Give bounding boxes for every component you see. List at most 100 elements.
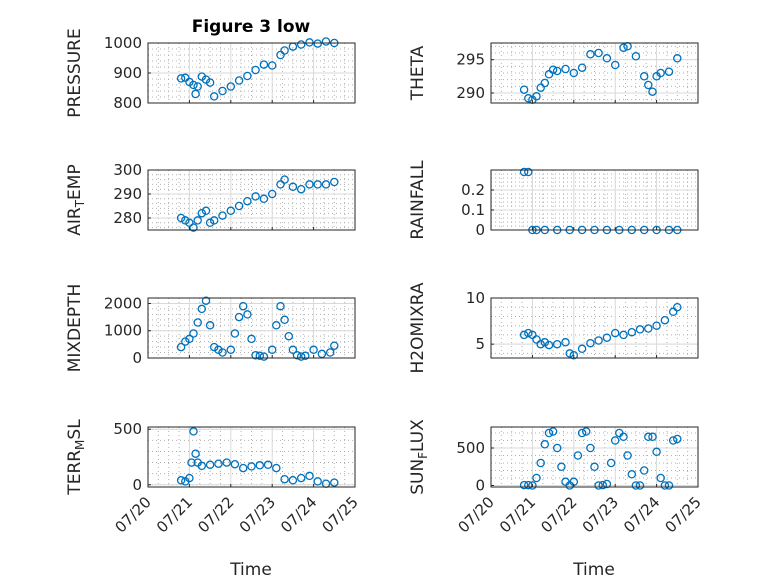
data-point (594, 336, 603, 345)
data-point (552, 339, 562, 349)
y-tick-label: 0 (475, 221, 485, 239)
data-point (222, 458, 231, 467)
axes-box (490, 42, 699, 104)
data-point (238, 301, 248, 311)
data-point (602, 54, 612, 63)
data-series (176, 175, 339, 232)
data-point (176, 342, 186, 352)
data-point (247, 334, 256, 344)
data-point (602, 333, 612, 342)
data-point (619, 432, 628, 442)
data-point (301, 351, 310, 361)
data-point (251, 65, 260, 75)
data-point (321, 180, 331, 189)
data-point (660, 481, 670, 490)
data-point (519, 167, 529, 177)
data-point (540, 338, 550, 347)
x-tick-label: 07/22 (194, 493, 237, 536)
data-point (272, 321, 281, 330)
data-point (280, 46, 289, 55)
subplot-mixdepth: 0 1000 2000 MIXDEPTH (65, 284, 356, 372)
data-point (259, 194, 269, 204)
data-point (519, 330, 529, 340)
data-point (305, 180, 314, 189)
data-point (263, 460, 273, 470)
y-axis-label: TERRMSL (65, 419, 87, 496)
data-point (631, 481, 641, 490)
data-point (288, 345, 298, 355)
data-point (176, 476, 186, 485)
data-point (176, 213, 186, 223)
data-point (234, 201, 244, 211)
data-point (234, 312, 244, 322)
y-tick-label: 0 (475, 477, 485, 495)
data-point (197, 208, 207, 218)
data-point (226, 82, 236, 91)
data-point (610, 328, 620, 338)
data-point (664, 481, 674, 490)
subplot-rainfall: 0 0.1 0.2 RAINFALL (408, 160, 699, 240)
data-point (280, 175, 289, 184)
x-axis-label-left: Time (229, 560, 272, 580)
data-point (255, 461, 265, 470)
data-point (251, 351, 260, 360)
data-point (623, 451, 632, 460)
data-point (267, 61, 277, 70)
data-point (193, 82, 202, 91)
data-point (627, 327, 637, 337)
y-tick-label: 0 (132, 476, 142, 494)
data-point (532, 335, 541, 344)
data-point (519, 480, 529, 490)
x-tick-label: 07/21 (153, 493, 196, 536)
data-series (176, 296, 339, 361)
data-point (276, 180, 285, 189)
data-point (552, 66, 562, 76)
data-point (586, 50, 595, 59)
data-point (594, 481, 603, 490)
data-point (673, 54, 682, 63)
data-point (519, 85, 529, 94)
data-point (296, 184, 306, 194)
data-point (548, 65, 558, 74)
y-tick-label: 800 (113, 94, 142, 112)
data-point (313, 39, 322, 48)
data-point (532, 92, 541, 101)
x-tick-label: 07/24 (620, 493, 663, 536)
data-point (209, 342, 219, 352)
x-tick-label: 07/24 (277, 493, 320, 536)
x-axis-label-right: Time (572, 560, 615, 580)
data-point (673, 302, 682, 312)
data-point (205, 218, 215, 228)
data-point (218, 348, 227, 357)
data-point (185, 218, 194, 228)
subplot-air-temp: 280 290 300 AIRTEMP (65, 161, 356, 236)
data-point (536, 339, 545, 349)
data-point (627, 470, 637, 479)
data-point (635, 481, 645, 490)
data-point (635, 325, 645, 334)
data-series (519, 42, 682, 104)
data-point (573, 451, 583, 460)
data-point (313, 477, 322, 486)
data-point (197, 304, 207, 314)
data-point (544, 70, 554, 79)
data-point (330, 177, 339, 187)
data-point (305, 471, 314, 481)
data-point (234, 76, 244, 85)
x-tick-label: 07/20 (112, 493, 155, 536)
data-point (610, 60, 620, 70)
data-point (176, 74, 186, 83)
y-axis-label: SUNFLUX (408, 419, 430, 495)
data-point (548, 427, 558, 436)
x-tick-label: 07/20 (455, 493, 498, 536)
axes-box (147, 297, 356, 359)
data-point (619, 43, 628, 52)
data-point (267, 189, 277, 199)
data-point (193, 216, 202, 225)
data-point (313, 180, 322, 189)
data-point (569, 350, 579, 360)
y-axis-label: AIRTEMP (65, 164, 87, 235)
subplot-terr-msl: 0 500 TERRMSL 07/2007/2107/2207/2307/2407/2… (65, 419, 362, 537)
data-point (644, 80, 653, 90)
